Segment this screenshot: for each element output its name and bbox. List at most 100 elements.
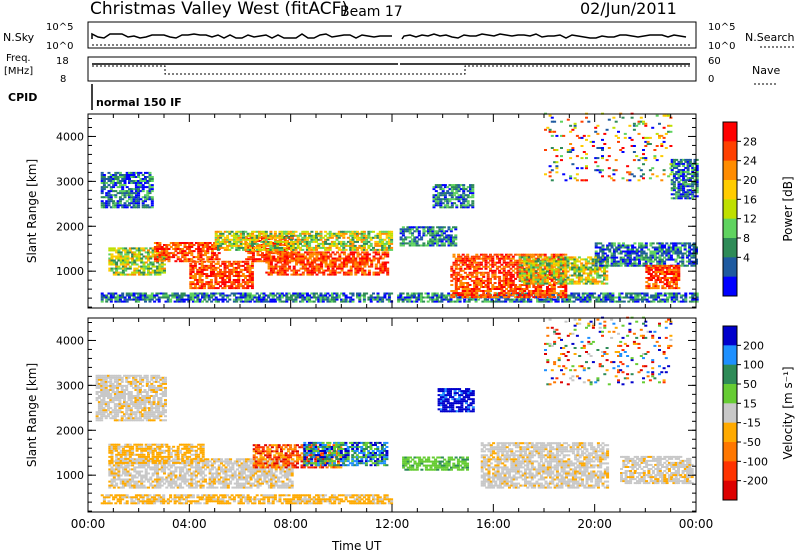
nsky-panel: N.Sky 10^5 10^0 10^5 10^0 N.Search — [3, 21, 796, 52]
y-tick-label: 4000 — [56, 334, 84, 347]
colorbar-tick-label: 28 — [743, 135, 757, 148]
colorbar-tick-label: -50 — [743, 436, 761, 449]
echo-region-2 — [108, 443, 205, 464]
colorbar: 200 100 50 15 -15 -50 -100 -200 Velocity [m s⁻¹] — [722, 325, 795, 501]
beam-label: Beam 17 — [340, 4, 403, 20]
echo-region-6 — [265, 251, 390, 276]
colorbar-tick-label: 15 — [743, 397, 757, 410]
echo-region-13 — [594, 242, 698, 267]
colorbar-swatch — [723, 480, 737, 501]
x-tick-label: 08:00 — [273, 517, 308, 531]
x-ticks: 00:00 04:00 08:00 12:00 16:00 20:00 00:00 — [71, 318, 714, 531]
nsky-tick-top: 10^5 — [46, 22, 73, 33]
echo-region-2 — [108, 247, 166, 276]
velocity-panel: 1000 2000 3000 4000 00:00 04:00 08:00 12:00 16:0… — [25, 316, 795, 531]
echo-region-4 — [303, 441, 389, 467]
freq-panel: Freq. [MHz] 18 8 60 0 Nave — [4, 53, 780, 85]
nave-tick-top: 60 — [708, 56, 721, 67]
colorbar-tick-label: 20 — [743, 174, 757, 187]
colorbar-swatch — [723, 345, 737, 366]
colorbar-tick-label: 4 — [743, 251, 750, 264]
y-ticks: 1000 2000 3000 4000 — [56, 117, 696, 308]
colorbar-swatch — [723, 422, 737, 443]
cpid-value: normal 150 IF — [96, 96, 182, 109]
x-tick-label: 04:00 — [172, 517, 207, 531]
colorbar-tick-label: 24 — [743, 155, 757, 168]
echo-region-8 — [100, 171, 154, 209]
echo-region-14 — [645, 264, 681, 290]
x-tick-label: 20:00 — [577, 517, 612, 531]
colorbar-swatch — [723, 326, 737, 346]
y-tick-label: 3000 — [56, 175, 84, 188]
y-ticks: 1000 2000 3000 4000 — [56, 321, 696, 512]
y-tick-label: 2000 — [56, 424, 84, 437]
x-ticks — [87, 114, 697, 308]
y-axis-label: Slant Range [km] — [25, 159, 39, 263]
nsky-trace — [91, 32, 687, 40]
colorbar-swatch — [723, 364, 737, 385]
colorbar-tick-label: -15 — [743, 417, 761, 430]
nave-label: Nave — [752, 64, 780, 77]
colorbar-swatch — [723, 276, 737, 297]
nsearch-tick-bottom: 10^0 — [708, 41, 735, 52]
x-axis-label: Time UT — [331, 539, 382, 553]
nsky-label: N.Sky — [3, 31, 35, 44]
nave-tick-bottom: 0 — [708, 74, 714, 85]
colorbar-label: Power [dB] — [781, 176, 795, 241]
colorbar-swatch — [723, 238, 737, 258]
x-tick-label: 00:00 — [71, 517, 106, 531]
y-tick-label: 2000 — [56, 220, 84, 233]
echo-region-9 — [620, 455, 694, 485]
y-tick-label: 4000 — [56, 130, 84, 143]
colorbar-swatch — [723, 461, 737, 482]
colorbar-swatch — [723, 218, 737, 239]
x-tick-label: 00:00 — [679, 517, 714, 531]
freq-tick-top: 18 — [56, 56, 69, 67]
colorbar-tick-label: 50 — [743, 378, 757, 391]
x-tick-label: 16:00 — [476, 517, 511, 531]
y-tick-label: 3000 — [56, 379, 84, 392]
echo-region-4 — [189, 260, 254, 290]
colorbar-swatch — [723, 403, 737, 424]
nsky-tick-bottom: 10^0 — [46, 41, 73, 52]
colorbar-swatch — [723, 122, 737, 142]
data-cells — [100, 112, 699, 303]
colorbar-swatch — [723, 442, 737, 462]
colorbar-tick-label: 16 — [743, 193, 757, 206]
echo-region-0 — [100, 292, 394, 303]
echo-region-10 — [544, 316, 673, 386]
echo-region-8 — [480, 442, 610, 489]
colorbar-tick-label: 12 — [743, 213, 757, 226]
y-tick-label: 1000 — [56, 469, 84, 482]
power-panel: 1000 2000 3000 4000 Slant Range [km] 28 24 20 16… — [25, 112, 795, 309]
echo-region-6 — [437, 388, 475, 413]
echo-region-9 — [432, 184, 475, 209]
colorbar-tick-label: 200 — [743, 339, 764, 352]
colorbar-swatch — [723, 199, 737, 220]
echo-region-5 — [95, 374, 167, 422]
y-axis-label: Slant Range [km] — [25, 363, 39, 467]
colorbar-label: Velocity [m s⁻¹] — [781, 366, 795, 459]
colorbar-tick-label: -200 — [743, 475, 768, 488]
echo-region-15 — [670, 158, 699, 200]
colorbar-tick-label: 100 — [743, 359, 764, 372]
nsearch-label: N.Search — [745, 31, 795, 44]
station-title: Christmas Valley West (fitACF) — [90, 0, 348, 19]
echo-region-7 — [402, 456, 469, 471]
freq-unit-label: [MHz] — [4, 66, 33, 77]
echo-region-0 — [100, 494, 394, 505]
echo-region-11 — [450, 253, 568, 299]
colorbar: 28 24 20 16 12 8 4 Power [dB] — [722, 121, 795, 297]
freq-label: Freq. — [6, 53, 31, 64]
colorbar-swatch — [723, 384, 737, 404]
nsearch-tick-top: 10^5 — [708, 22, 735, 33]
colorbar-swatch — [723, 180, 737, 200]
colorbar-swatch — [723, 160, 737, 181]
colorbar-tick-label: 8 — [743, 232, 750, 245]
colorbar-swatch — [723, 141, 737, 162]
echo-region-16 — [544, 112, 673, 182]
x-tick-label: 12:00 — [375, 517, 410, 531]
echo-region-1 — [108, 458, 294, 489]
echo-region-10 — [399, 226, 458, 247]
